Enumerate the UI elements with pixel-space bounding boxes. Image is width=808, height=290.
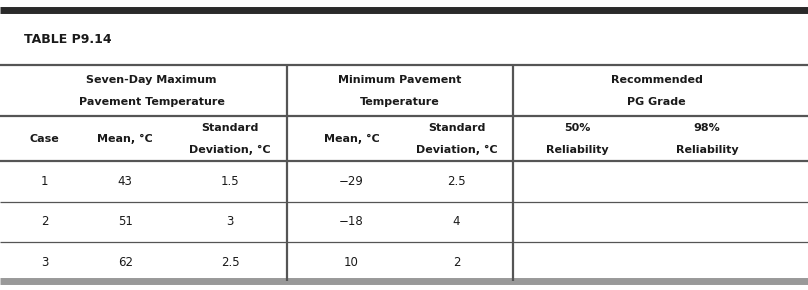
Text: Pavement Temperature: Pavement Temperature (78, 97, 225, 107)
Text: Mean, °C: Mean, °C (98, 134, 153, 144)
Text: Standard: Standard (201, 123, 259, 133)
Text: 4: 4 (452, 215, 461, 228)
Text: Mean, °C: Mean, °C (324, 134, 379, 144)
Text: Deviation, °C: Deviation, °C (415, 145, 498, 155)
Text: 10: 10 (344, 256, 359, 269)
Text: Deviation, °C: Deviation, °C (189, 145, 271, 155)
Text: Reliability: Reliability (546, 145, 609, 155)
Text: −18: −18 (339, 215, 364, 228)
Text: Standard: Standard (427, 123, 486, 133)
Text: 98%: 98% (693, 123, 721, 133)
Text: Seven-Day Maximum: Seven-Day Maximum (86, 75, 217, 85)
Text: 2.5: 2.5 (221, 256, 240, 269)
Text: 2: 2 (40, 215, 48, 228)
Text: −29: −29 (339, 175, 364, 188)
Text: 1: 1 (40, 175, 48, 188)
Text: Case: Case (30, 134, 59, 144)
Text: 43: 43 (118, 175, 133, 188)
Text: 51: 51 (118, 215, 133, 228)
Text: 62: 62 (118, 256, 133, 269)
Text: Minimum Pavement: Minimum Pavement (339, 75, 461, 85)
Text: TABLE P9.14: TABLE P9.14 (24, 33, 112, 46)
Text: 2.5: 2.5 (447, 175, 466, 188)
Text: 2: 2 (452, 256, 461, 269)
Text: Temperature: Temperature (360, 97, 440, 107)
Text: 3: 3 (226, 215, 234, 228)
Text: PG Grade: PG Grade (627, 97, 686, 107)
Text: 3: 3 (40, 256, 48, 269)
Text: Recommended: Recommended (611, 75, 702, 85)
Text: Reliability: Reliability (675, 145, 739, 155)
Text: 1.5: 1.5 (221, 175, 240, 188)
Text: 50%: 50% (565, 123, 591, 133)
